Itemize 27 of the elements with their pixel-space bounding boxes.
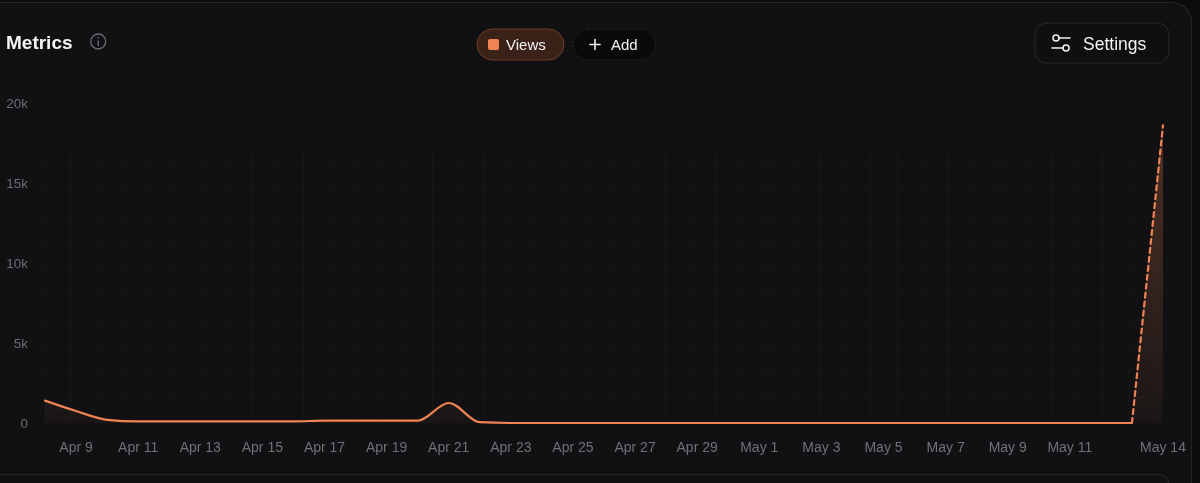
x-tick-label: May 7 — [926, 439, 965, 455]
x-tick-label: May 5 — [864, 439, 903, 455]
x-tick-label: Apr 25 — [552, 439, 594, 455]
y-tick-label: 10k — [6, 255, 29, 271]
x-tick-label: Apr 23 — [490, 439, 532, 455]
x-tick-label: Apr 21 — [428, 439, 470, 455]
x-tick-label: Apr 9 — [59, 439, 93, 455]
x-tick-label: May 14 — [1140, 439, 1187, 455]
y-tick-label: 5k — [13, 335, 29, 351]
x-tick-label: May 3 — [802, 439, 841, 455]
text: Settings — [1083, 33, 1147, 54]
y-tick-label: 15k — [6, 175, 29, 191]
x-tick-label: May 11 — [1047, 439, 1093, 455]
x-tick-label: May 1 — [740, 439, 779, 455]
y-tick-label: 20k — [6, 95, 29, 111]
x-tick-label: Apr 19 — [365, 439, 408, 455]
x-tick-label: Apr 17 — [303, 439, 346, 455]
y-tick-label: 0 — [20, 415, 28, 431]
x-tick-label: Apr 15 — [241, 439, 284, 455]
x-tick-label: Apr 29 — [676, 439, 718, 455]
x-tick-label: May 9 — [988, 439, 1027, 455]
legend-label: Views — [506, 36, 546, 53]
chart-title: Metrics — [6, 32, 73, 53]
text: Add — [611, 36, 638, 53]
x-tick-label: Apr 27 — [614, 439, 656, 455]
x-tick-label: Apr 11 — [118, 439, 159, 455]
x-tick-label: Apr 13 — [179, 439, 222, 455]
